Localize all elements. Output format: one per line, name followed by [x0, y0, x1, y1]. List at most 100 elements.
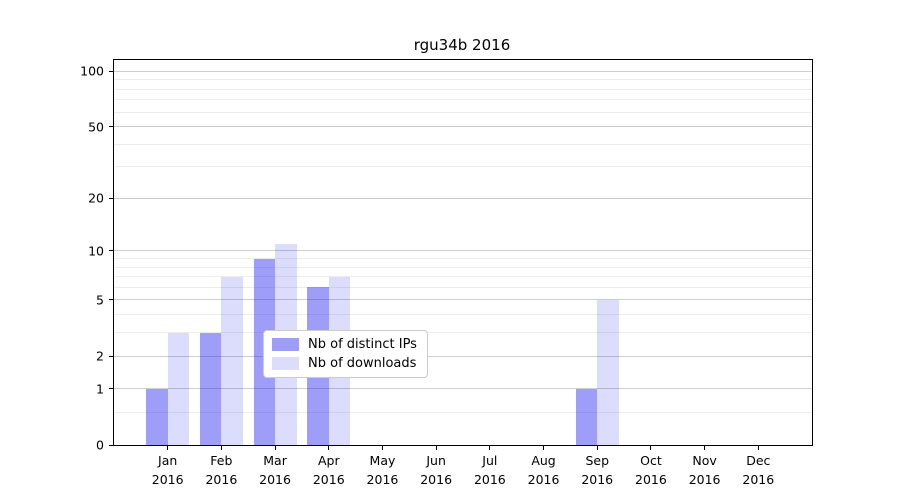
- x-tick-mark: [757, 446, 759, 450]
- x-tick-year: 2016: [742, 472, 775, 488]
- chart-title: rgu34b 2016: [413, 36, 511, 54]
- legend-item-distinct-ips: Nb of distinct IPs: [272, 337, 417, 352]
- y-tick-mark: [109, 70, 113, 72]
- x-tick-month: May: [369, 453, 396, 468]
- y-tick-mark: [109, 355, 113, 357]
- gridline-minor: [114, 88, 812, 90]
- x-tick-label: Mar 2016: [245, 451, 305, 490]
- gridline-minor: [114, 111, 812, 113]
- gridline-major: [114, 250, 812, 252]
- x-tick-mark: [167, 446, 169, 450]
- x-tick-mark: [435, 446, 437, 450]
- x-tick-year: 2016: [420, 472, 453, 488]
- x-tick-mark: [220, 446, 222, 450]
- gridline-minor: [114, 99, 812, 101]
- bar-downloads: [597, 299, 619, 445]
- y-tick-mark: [109, 444, 113, 446]
- gridline-major: [114, 355, 812, 357]
- x-tick-mark: [328, 446, 330, 450]
- x-tick-month: Oct: [640, 453, 662, 468]
- x-tick-label: Aug 2016: [514, 451, 574, 490]
- legend-item-downloads: Nb of downloads: [272, 356, 417, 371]
- legend: Nb of distinct IPs Nb of downloads: [263, 330, 428, 378]
- x-tick-month: Jul: [482, 453, 498, 468]
- x-tick-month: Mar: [263, 453, 287, 468]
- bar-downloads: [221, 276, 243, 445]
- x-tick-month: Jun: [426, 453, 446, 468]
- gridline-minor: [114, 276, 812, 278]
- gridline-minor: [114, 79, 812, 81]
- x-tick-year: 2016: [473, 472, 506, 488]
- gridline-major: [114, 197, 812, 199]
- x-tick-month: Sep: [585, 453, 609, 468]
- y-tick-mark: [109, 388, 113, 390]
- x-tick-month: Aug: [531, 453, 556, 468]
- y-tick-label: 2: [96, 348, 104, 364]
- bar-distinct-ips: [575, 388, 598, 445]
- y-tick-mark: [109, 197, 113, 199]
- x-tick-mark: [274, 446, 276, 450]
- gridline-major: [114, 299, 812, 301]
- x-tick-label: Nov 2016: [675, 451, 735, 490]
- gridline-major: [114, 70, 812, 72]
- y-tick-label: 5: [96, 292, 104, 308]
- x-tick-month: Feb: [210, 453, 233, 468]
- x-tick-mark: [489, 446, 491, 450]
- plot-area: 0 1 2 5 10 20 50 100 Jan 2016 Feb 2016 Mar 2016 Apr 201…: [80, 59, 813, 487]
- gridline-major: [114, 388, 812, 390]
- x-tick-month: Nov: [692, 453, 717, 468]
- x-tick-year: 2016: [366, 472, 399, 488]
- gridline-major: [114, 126, 812, 128]
- x-tick-year: 2016: [635, 472, 667, 488]
- y-tick-label: 10: [88, 243, 104, 259]
- x-tick-mark: [543, 446, 545, 450]
- x-tick-month: Apr: [317, 453, 340, 468]
- gridline-minor: [114, 258, 812, 259]
- x-tick-month: Dec: [746, 453, 771, 468]
- gridline-minor: [114, 166, 812, 168]
- x-tick-year: 2016: [259, 472, 291, 488]
- y-tick-label: 0: [96, 437, 104, 453]
- bar-downloads: [167, 332, 190, 445]
- y-tick-mark: [109, 126, 113, 128]
- y-tick-label: 20: [88, 190, 104, 206]
- gridline-minor: [114, 332, 812, 334]
- gridline-minor: [114, 314, 812, 316]
- x-tick-label: Jun 2016: [406, 451, 466, 490]
- bar-distinct-ips: [146, 388, 168, 445]
- x-tick-label: Feb 2016: [191, 451, 251, 490]
- gridline-minor: [114, 286, 812, 288]
- x-tick-year: 2016: [688, 472, 721, 488]
- x-tick-year: 2016: [581, 472, 614, 488]
- x-tick-label: Sep 2016: [567, 451, 627, 490]
- x-tick-month: Jan: [158, 453, 178, 468]
- bar-distinct-ips: [199, 332, 222, 445]
- y-tick-label: 50: [88, 119, 104, 135]
- y-tick-label: 1: [96, 381, 104, 397]
- x-tick-label: Oct 2016: [621, 451, 681, 490]
- gridline-minor: [114, 143, 812, 145]
- x-tick-year: 2016: [151, 472, 184, 488]
- gridline-minor: [114, 266, 812, 268]
- legend-label-distinct-ips: Nb of distinct IPs: [308, 337, 417, 352]
- legend-swatch-downloads: [272, 357, 299, 370]
- y-tick-mark: [109, 250, 113, 252]
- x-tick-mark: [381, 446, 383, 450]
- y-tick-label: 100: [80, 63, 104, 79]
- x-tick-label: May 2016: [352, 451, 412, 490]
- x-tick-label: Jul 2016: [460, 451, 520, 490]
- legend-swatch-distinct-ips: [272, 338, 299, 351]
- x-tick-year: 2016: [205, 472, 238, 488]
- x-tick-label: Apr 2016: [299, 451, 359, 490]
- y-tick-mark: [109, 299, 113, 301]
- x-tick-year: 2016: [527, 472, 560, 488]
- x-tick-year: 2016: [312, 472, 345, 488]
- x-tick-mark: [704, 446, 706, 450]
- x-tick-label: Jan 2016: [138, 451, 198, 490]
- x-tick-label: Dec 2016: [728, 451, 788, 490]
- gridline-minor: [114, 411, 812, 413]
- x-tick-mark: [650, 446, 652, 450]
- x-tick-mark: [596, 446, 598, 450]
- legend-label-downloads: Nb of downloads: [308, 356, 417, 371]
